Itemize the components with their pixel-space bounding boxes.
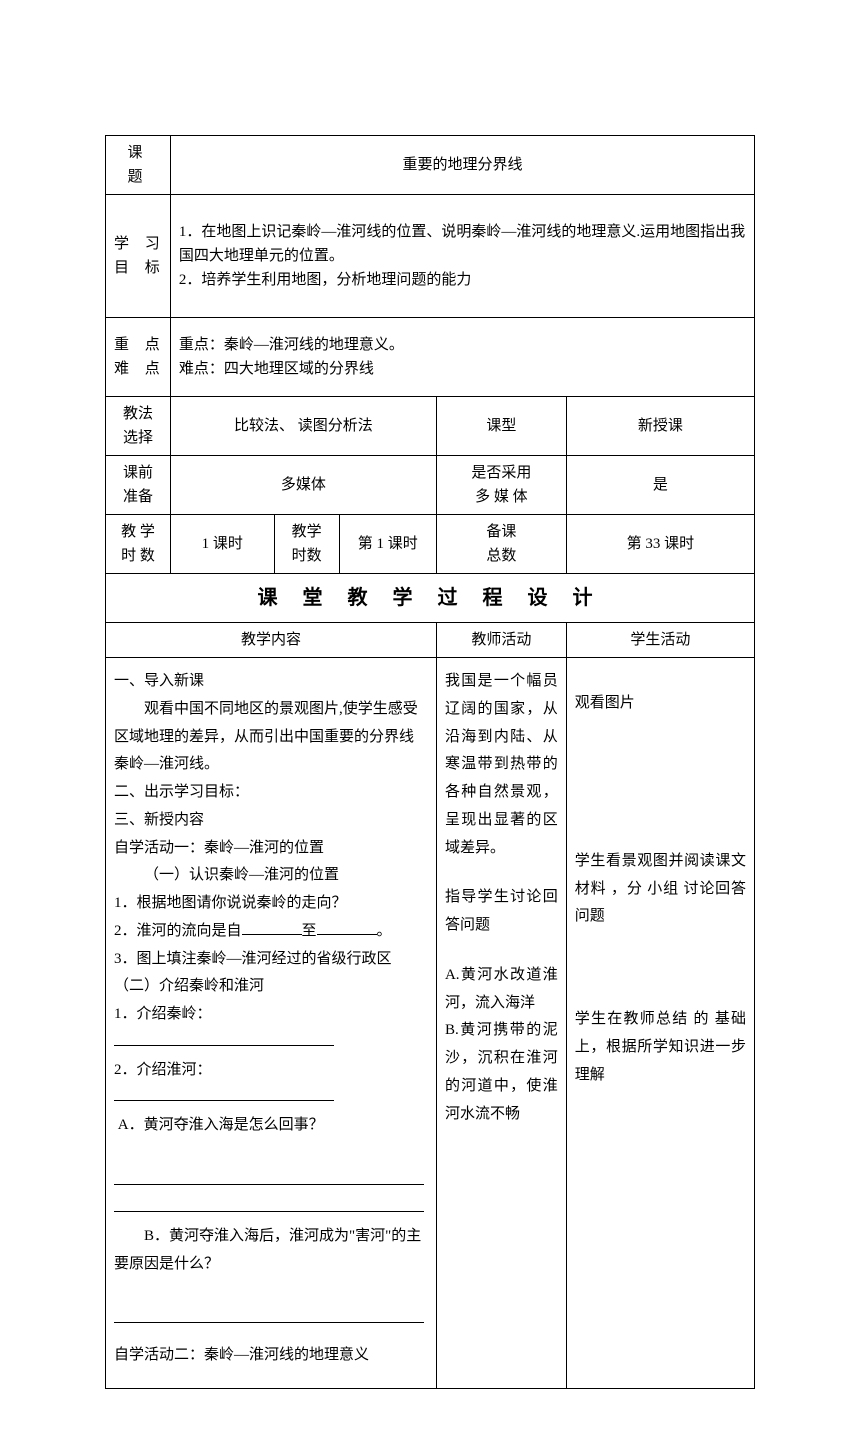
intro2-label: 2．介绍淮河：: [114, 1062, 212, 1078]
col-student-header: 学生活动: [566, 623, 754, 658]
lesson-type-value: 新授课: [566, 397, 754, 456]
spacer-5: [575, 668, 746, 690]
prep-total-value: 第 33 课时: [566, 515, 754, 574]
content-qa: A．黄河夺淮入海是怎么回事？: [114, 1112, 428, 1140]
qa-text: A．黄河夺淮入海是怎么回事？: [118, 1117, 324, 1133]
multimedia-value: 是: [566, 456, 754, 515]
content-p1: 观看中国不同地区的景观图片,使学生感受区域地理的差异，从而引出中国重要的分界线秦…: [114, 696, 428, 779]
hours2-label: 教学时数: [274, 515, 339, 574]
blank-1: [242, 918, 302, 935]
blank-7: [114, 1307, 424, 1324]
teacher-p2: 指导学生讨论回答问题: [445, 884, 558, 940]
spacer-3: [445, 862, 558, 884]
student-p1: 观看图片: [575, 690, 746, 718]
content-intro1: 1．介绍秦岭：: [114, 1001, 428, 1057]
lesson-type-label: 课型: [436, 397, 566, 456]
prep-total-label: 备课总数: [436, 515, 566, 574]
spacer-2: [114, 1370, 428, 1378]
spacer-4: [445, 940, 558, 962]
content-a2: 自学活动二：秦岭—淮河线的地理意义: [114, 1342, 428, 1370]
col-content-header: 教学内容: [106, 623, 437, 658]
intro1-label: 1．介绍秦岭：: [114, 1006, 212, 1022]
teacher-p4: B.黄河携带的泥沙，沉积在淮河的河道中，使淮河水流不畅: [445, 1017, 558, 1128]
qb-blank-line: [114, 1279, 428, 1335]
objectives-label: 学 习目 标: [106, 195, 171, 318]
content-a1-2: （二）介绍秦岭和淮河: [114, 973, 428, 1001]
prep-value: 多媒体: [170, 456, 436, 515]
blank-6: [114, 1196, 424, 1213]
col-teacher-header: 教师活动: [436, 623, 566, 658]
section-title: 课 堂 教 学 过 程 设 计: [106, 574, 755, 623]
blank-3: [114, 1029, 334, 1046]
content-h1: 一、导入新课: [114, 668, 428, 696]
blank-5: [114, 1168, 424, 1185]
lesson-plan-table: 课 题 重要的地理分界线 学 习目 标 1．在地图上识记秦岭—淮河线的位置、说明…: [105, 135, 755, 1389]
spacer-6: [575, 718, 746, 848]
teacher-activity: 我国是一个幅员辽阔的国家，从沿海到内陆、从寒温带到热带的各种自然景观，呈现出显著…: [436, 658, 566, 1389]
student-p2: 学生看景观图并阅读课文材料 ，分 小组 讨论回答问题: [575, 848, 746, 931]
qa-blank-line: [114, 1140, 428, 1196]
content-h3: 三、新授内容: [114, 807, 428, 835]
hours-value: 1 课时: [170, 515, 274, 574]
q2-part-a: 2．淮河的流向是自: [114, 923, 242, 939]
teacher-p1: 我国是一个幅员辽阔的国家，从沿海到内陆、从寒温带到热带的各种自然景观，呈现出显著…: [445, 668, 558, 862]
content-qb: B．黄河夺淮入海后，淮河成为"害河"的主要原因是什么？: [114, 1223, 428, 1279]
q2-part-c: 。: [377, 923, 392, 939]
spacer: [114, 1334, 428, 1342]
student-p3: 学生在教师总结 的 基础 上，根据所学知识进一步理解: [575, 1006, 746, 1089]
method-label: 教法选择: [106, 397, 171, 456]
content-a1: 自学活动一：秦岭—淮河的位置: [114, 835, 428, 863]
content-intro2: 2．介绍淮河：: [114, 1057, 428, 1113]
content-q3: 3．图上填注秦岭—淮河经过的省级行政区: [114, 946, 428, 974]
keypoints-label: 重 点难 点: [106, 318, 171, 397]
teacher-p3: A.黄河水改道淮河，流入海洋: [445, 962, 558, 1018]
blank-4: [114, 1085, 334, 1102]
hours2-value: 第 1 课时: [339, 515, 436, 574]
topic-label: 课 题: [106, 136, 171, 195]
qa-blank-line2: [114, 1195, 428, 1223]
student-activity: 观看图片 学生看景观图并阅读课文材料 ，分 小组 讨论回答问题 学生在教师总结 …: [566, 658, 754, 1389]
method-value: 比较法、 读图分析法: [170, 397, 436, 456]
blank-2: [317, 918, 377, 935]
teaching-content: 一、导入新课 观看中国不同地区的景观图片,使学生感受区域地理的差异，从而引出中国…: [106, 658, 437, 1389]
topic-value: 重要的地理分界线: [170, 136, 754, 195]
content-q1: 1．根据地图请你说说秦岭的走向？: [114, 890, 428, 918]
content-a1-1: （一）认识秦岭—淮河的位置: [114, 862, 428, 890]
content-h2: 二、出示学习目标：: [114, 779, 428, 807]
spacer-7: [575, 931, 746, 1006]
hours-label: 教 学时 数: [106, 515, 171, 574]
objectives-value: 1．在地图上识记秦岭—淮河线的位置、说明秦岭—淮河线的地理意义.运用地图指出我国…: [170, 195, 754, 318]
keypoints-value: 重点：秦岭—淮河线的地理意义。 难点：四大地理区域的分界线: [170, 318, 754, 397]
content-q2: 2．淮河的流向是自 至 。: [114, 918, 428, 946]
prep-label: 课前准备: [106, 456, 171, 515]
multimedia-label: 是否采用多 媒 体: [436, 456, 566, 515]
q2-part-b: 至: [302, 923, 317, 939]
